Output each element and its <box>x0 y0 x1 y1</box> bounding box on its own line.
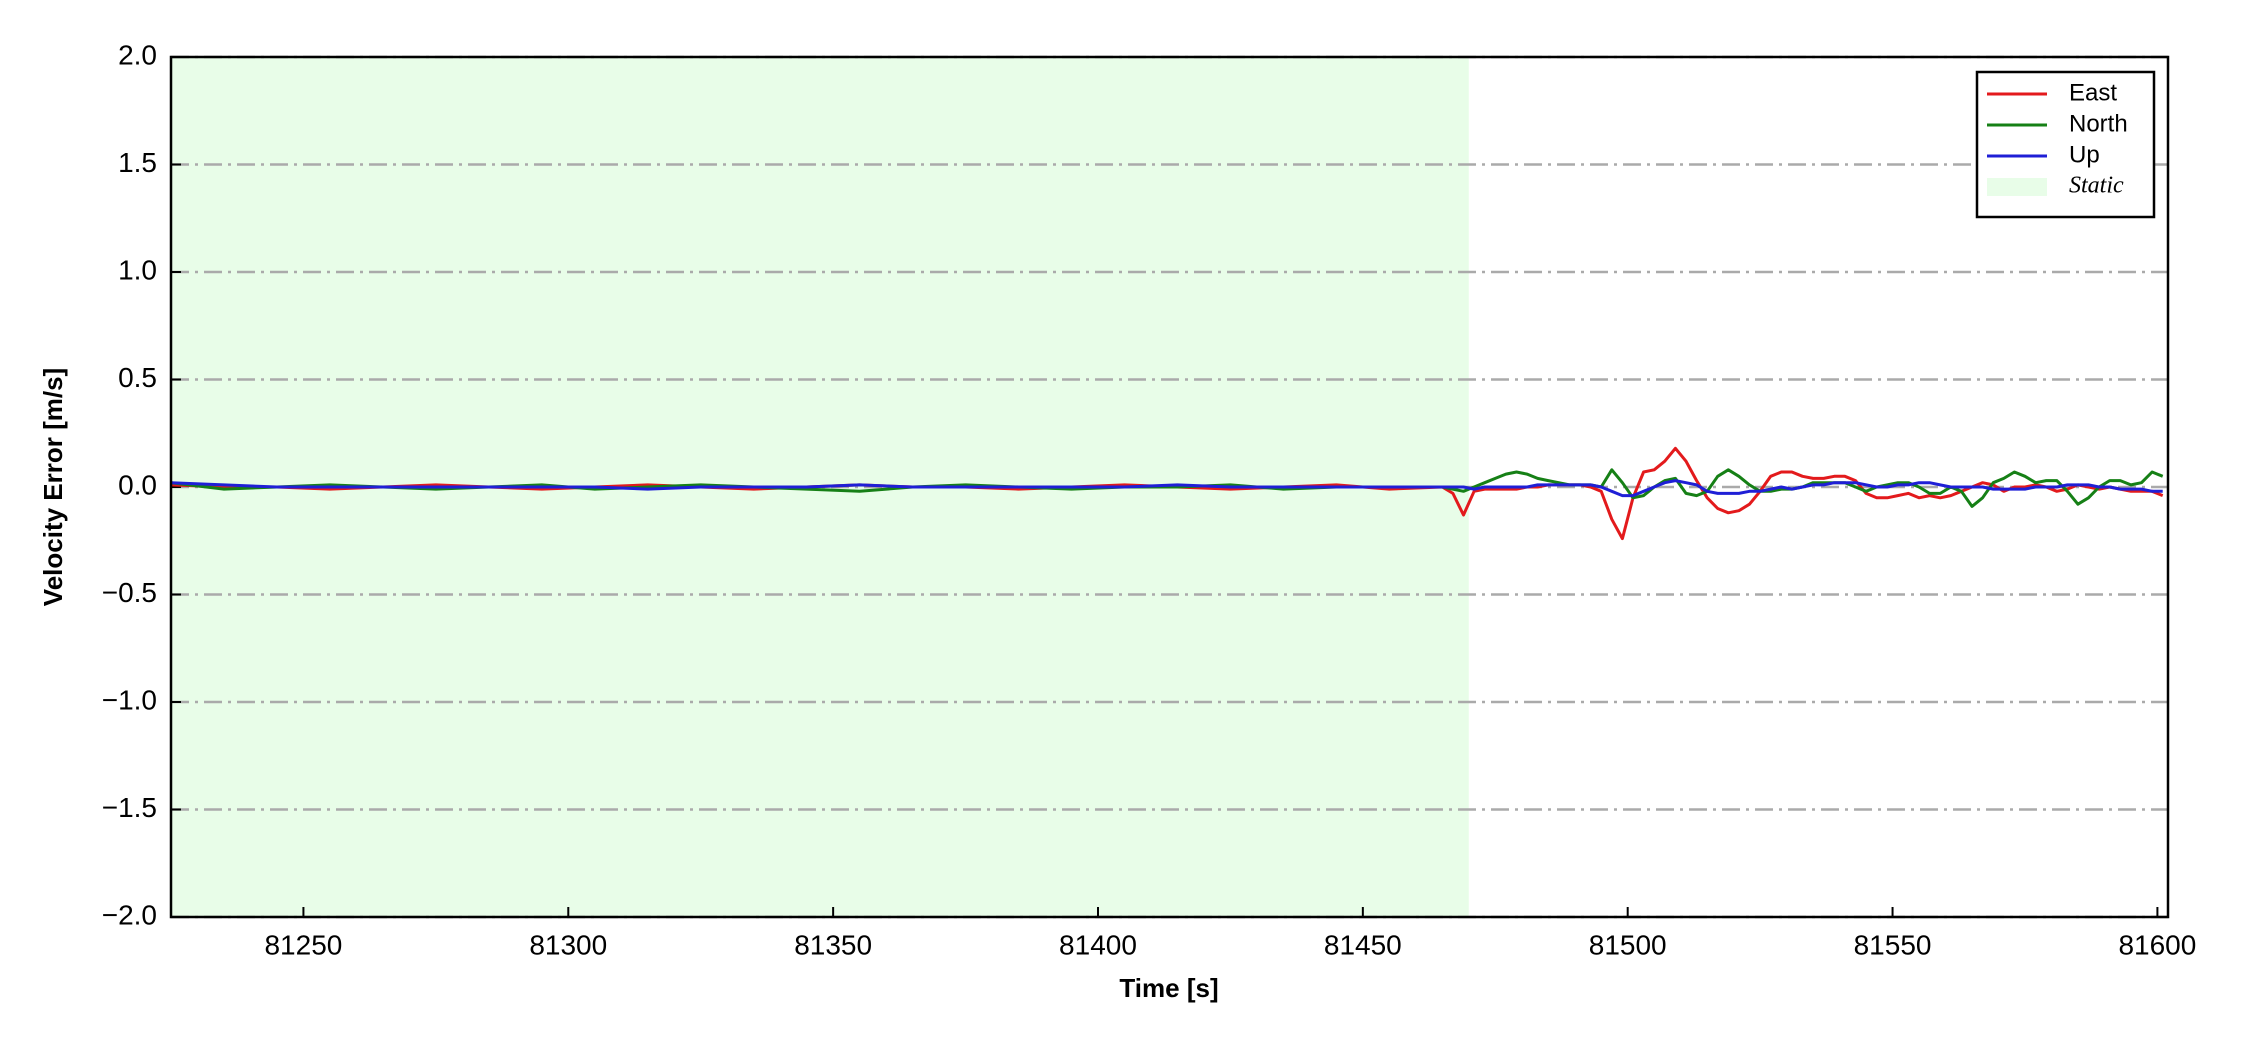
y-tick-label: 0.5 <box>118 362 157 393</box>
y-tick-label: −1.5 <box>102 792 157 823</box>
legend-label: North <box>2069 110 2128 137</box>
x-tick-label: 81600 <box>2118 929 2196 960</box>
x-tick-label: 81500 <box>1589 929 1667 960</box>
legend-label: Static <box>2069 173 2124 199</box>
x-tick-label: 81450 <box>1324 929 1402 960</box>
legend-label: Up <box>2069 141 2100 168</box>
x-tick-label: 81250 <box>264 929 342 960</box>
legend-box <box>1975 70 2156 219</box>
x-tick-label: 81400 <box>1059 929 1137 960</box>
y-tick-label: 0.0 <box>118 469 157 500</box>
x-tick-label: 81550 <box>1854 929 1932 960</box>
y-tick-label: −2.0 <box>102 899 157 930</box>
y-tick-label: 1.0 <box>118 254 157 285</box>
x-tick-label: 81350 <box>794 929 872 960</box>
legend-swatch <box>1987 178 2047 196</box>
y-tick-label: −1.0 <box>102 684 157 715</box>
x-axis-label: Time [s] <box>1119 973 1218 1003</box>
y-tick-label: 2.0 <box>118 39 157 70</box>
x-tick-label: 81300 <box>529 929 607 960</box>
y-tick-label: 1.5 <box>118 147 157 178</box>
y-tick-label: −0.5 <box>102 577 157 608</box>
y-axis-label: Velocity Error [m/s] <box>38 368 68 606</box>
legend: East North Up Static <box>1975 70 2156 219</box>
line-series <box>170 479 2163 498</box>
plot-frame <box>169 55 2170 919</box>
legend-label: East <box>2069 79 2117 106</box>
